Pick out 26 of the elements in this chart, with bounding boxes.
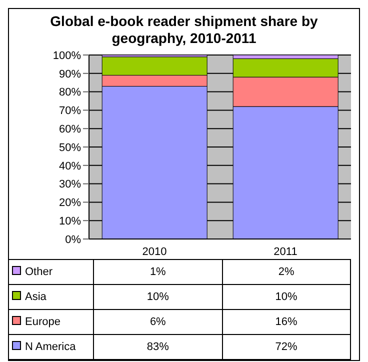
y-tick-label: 100% xyxy=(52,50,82,62)
data-label: 72% xyxy=(222,334,350,360)
y-tick-label: 60% xyxy=(58,124,82,136)
y-tick-label: 90% xyxy=(58,68,82,80)
y-tick-label: 80% xyxy=(58,86,82,99)
data-label: 2% xyxy=(222,260,350,284)
data-label: 10% xyxy=(222,284,350,310)
data-label: 10% xyxy=(94,284,222,310)
y-tick-label: 50% xyxy=(58,142,82,154)
legend-label: Other xyxy=(9,260,94,284)
legend-label: Europe xyxy=(9,310,94,334)
data-label: 83% xyxy=(94,334,222,360)
chart-title: Global e-book reader shipment share by geography, 2010-2011 xyxy=(49,12,319,47)
y-tick-label: 20% xyxy=(58,197,82,210)
data-label: 16% xyxy=(222,310,350,334)
y-tick-label: 30% xyxy=(58,178,82,191)
legend-label: N America xyxy=(9,334,94,360)
data-label: 6% xyxy=(94,310,222,334)
x-tick-label: 2010 xyxy=(142,246,167,258)
x-tick-label: 2011 xyxy=(274,246,298,258)
y-tick-label: 70% xyxy=(58,105,82,118)
y-tick-label: 0% xyxy=(65,234,82,246)
y-tick-label: 10% xyxy=(58,216,82,228)
data-label: 1% xyxy=(94,260,222,284)
legend-label: Asia xyxy=(9,284,94,310)
y-tick-label: 40% xyxy=(58,160,82,172)
